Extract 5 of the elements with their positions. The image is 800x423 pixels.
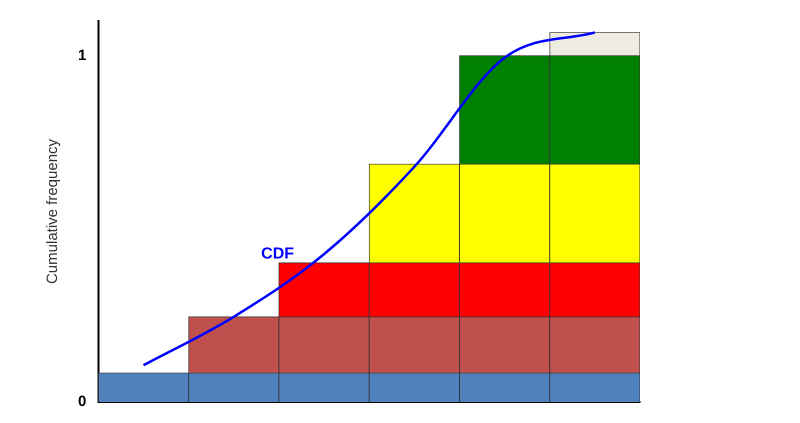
y-axis-title: Cumulative frequency xyxy=(44,138,62,284)
line-series xyxy=(142,31,596,367)
y-tick-label: 0 xyxy=(78,393,86,410)
y-tick-label: 1 xyxy=(78,46,86,64)
series-label: CDF xyxy=(261,246,294,263)
